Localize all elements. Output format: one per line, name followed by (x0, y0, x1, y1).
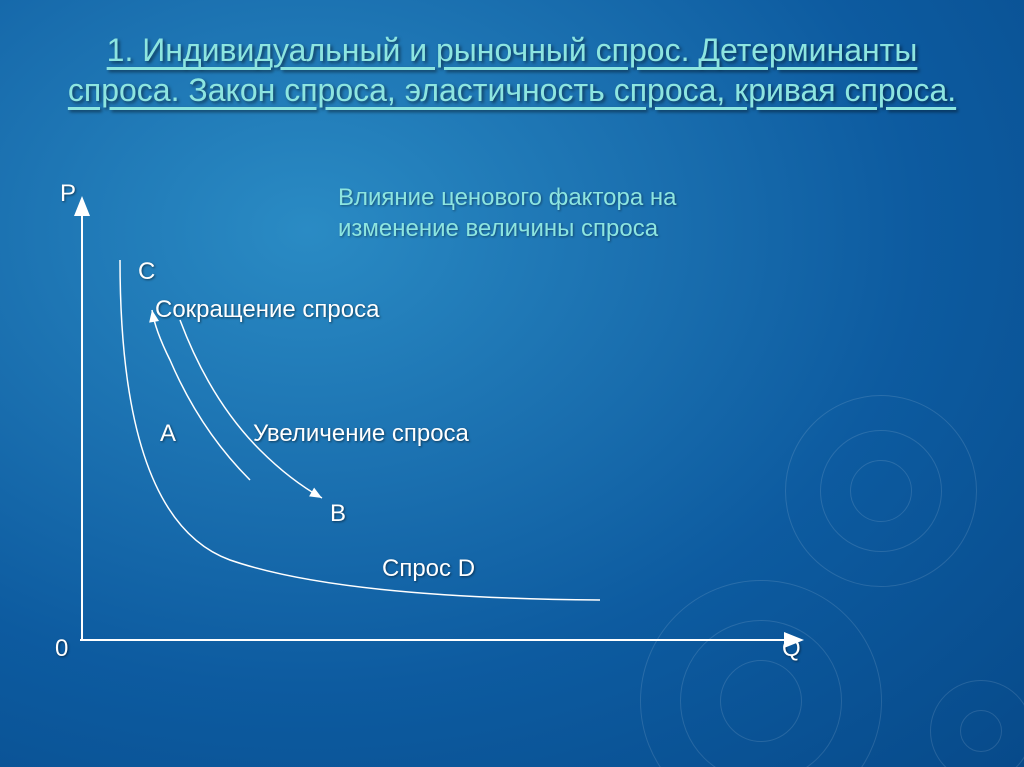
chart-svg (0, 0, 1024, 767)
slide: 1. Индивидуальный и рыночный спрос. Дете… (0, 0, 1024, 767)
